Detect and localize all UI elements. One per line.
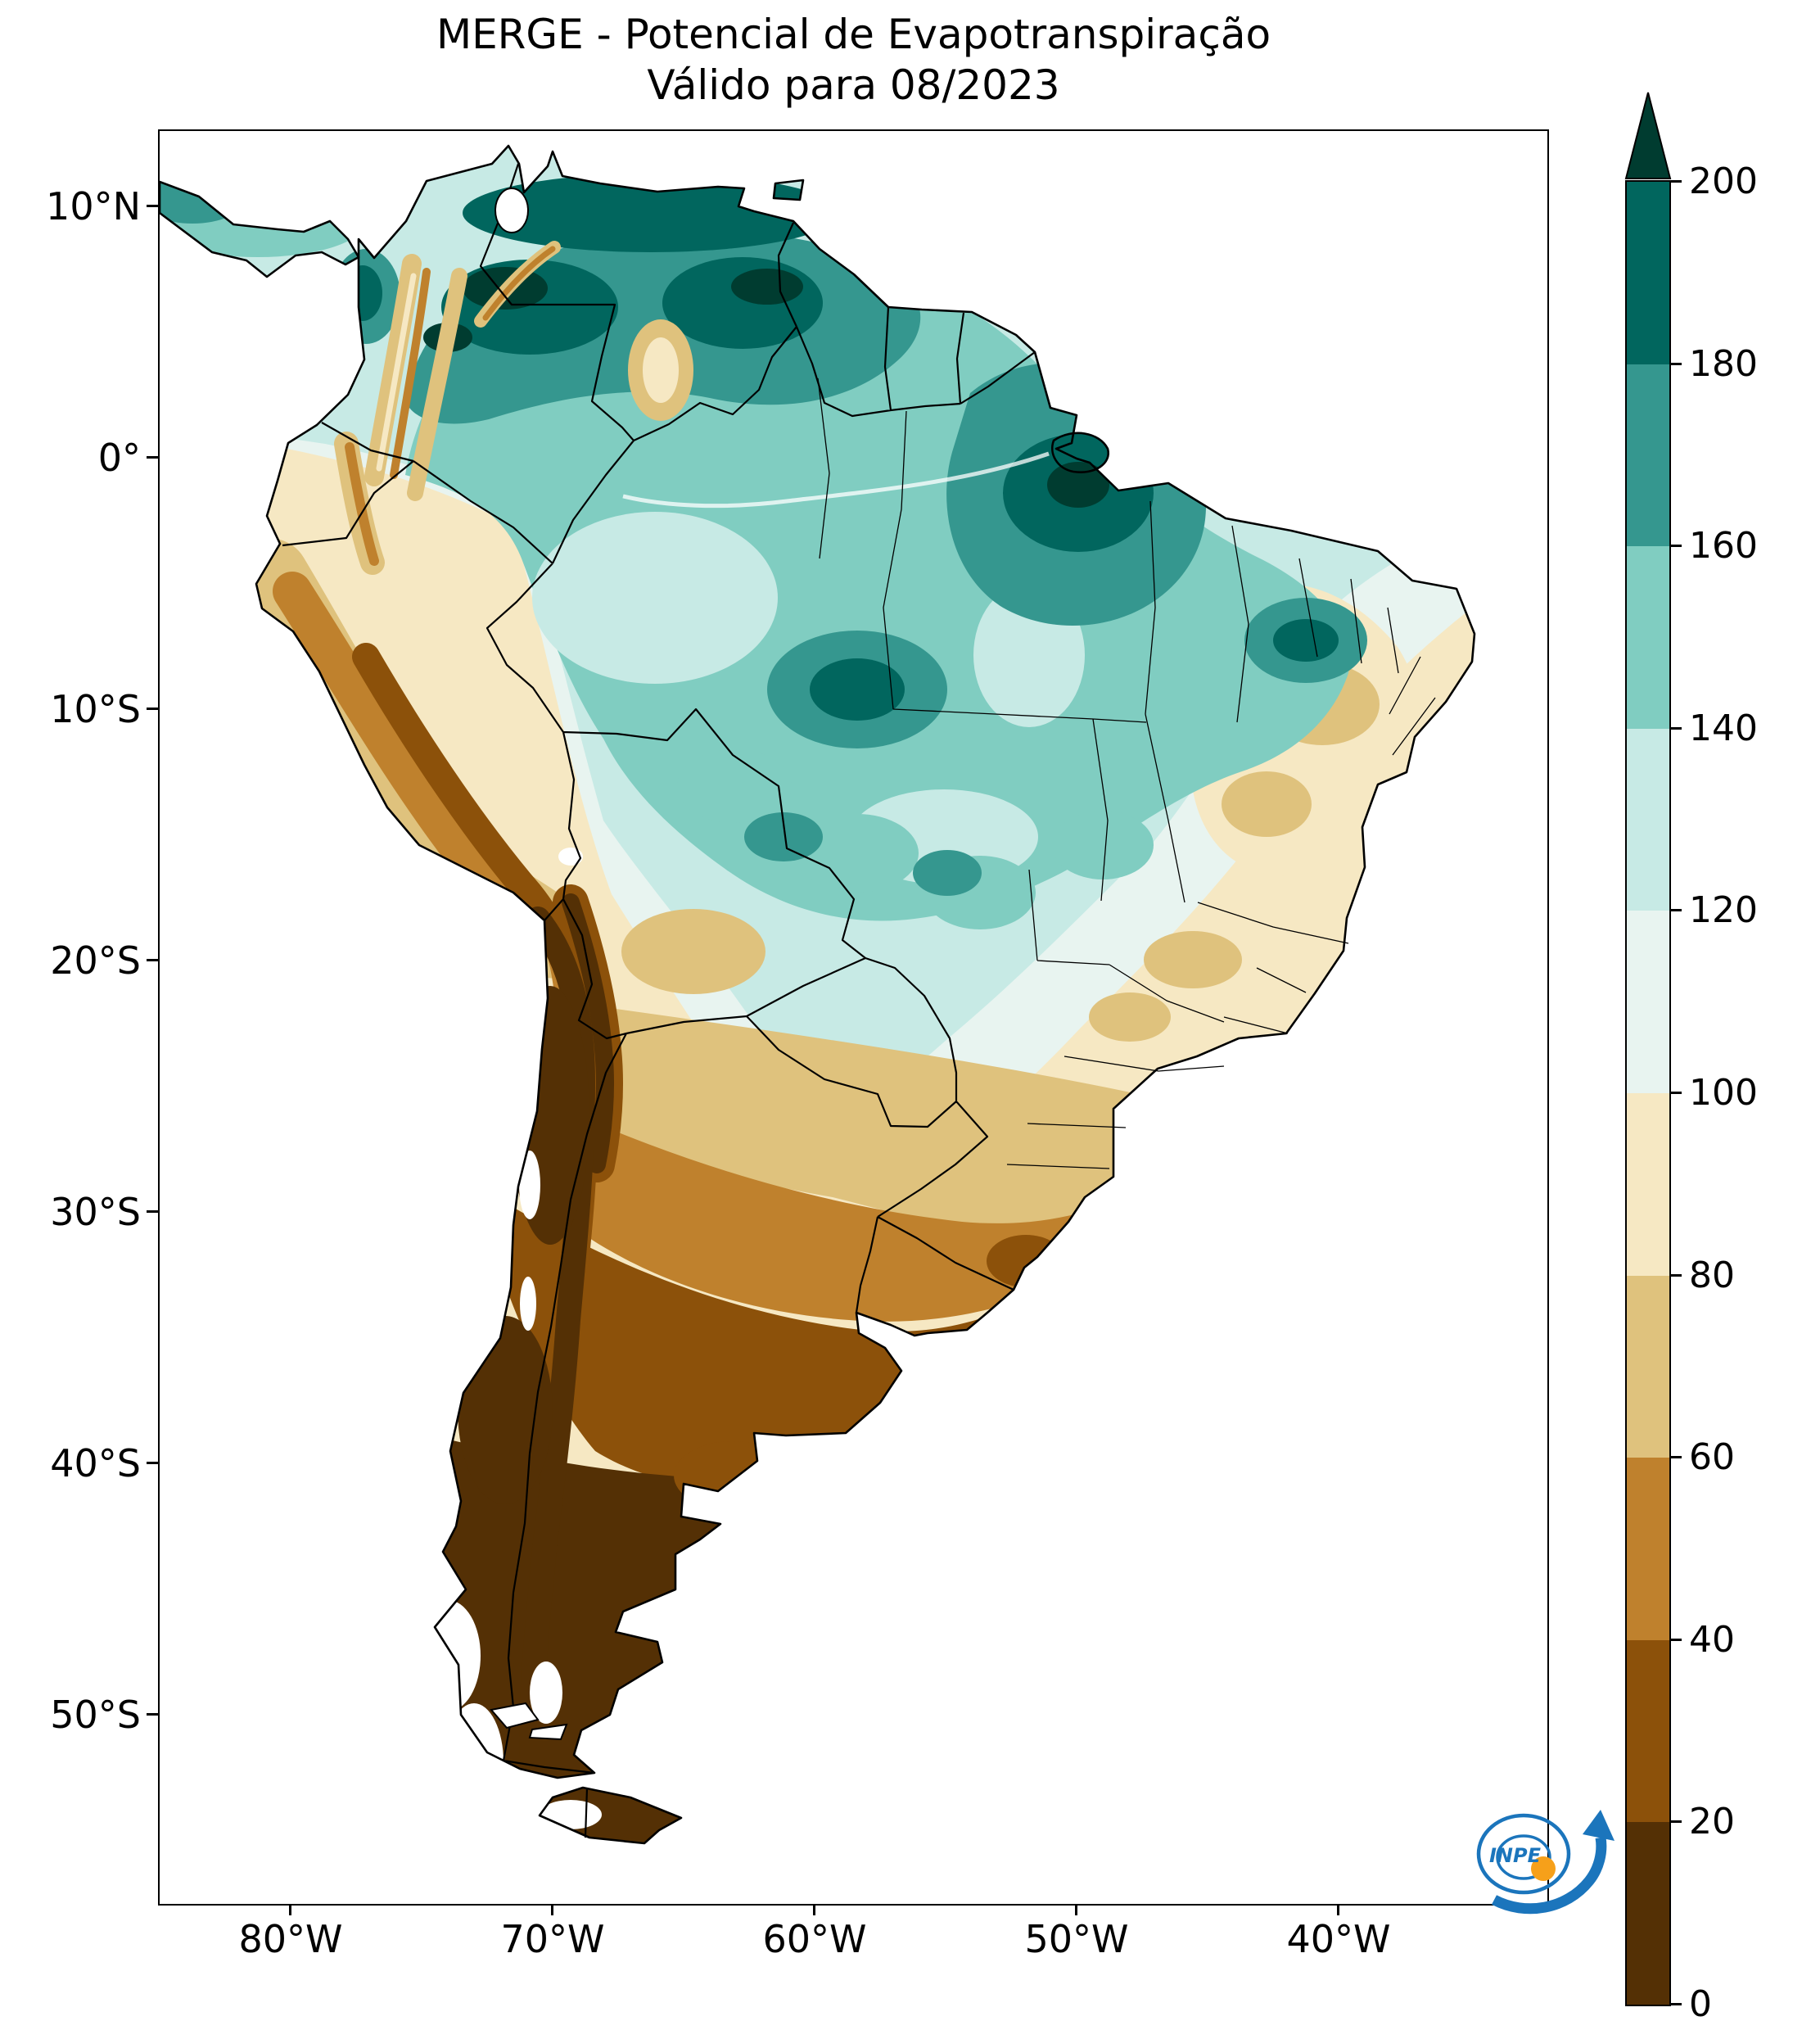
x-axis-tick-label: 40°W [1286, 1917, 1391, 1961]
colorbar-band [1627, 182, 1669, 364]
x-axis-tick-mark [551, 1904, 553, 1915]
brazil-state-borders [817, 378, 1436, 1169]
x-axis-tick-label: 70°W [500, 1917, 605, 1961]
y-axis-tick-mark [147, 1462, 158, 1464]
y-axis-tick-mark [147, 456, 158, 459]
colorbar-tick-mark [1671, 1273, 1682, 1277]
colorbar-band [1627, 1458, 1669, 1640]
colorbar-tick-label: 60 [1689, 1436, 1735, 1479]
colorbar-tick-label: 140 [1689, 707, 1758, 749]
colorbar-band [1627, 1275, 1669, 1458]
colorbar-tick-mark [1671, 362, 1682, 365]
colorbar-tick-label: 200 [1689, 161, 1758, 202]
x-axis-tick-label: 50°W [1024, 1917, 1129, 1961]
country-borders [282, 163, 1036, 1838]
figure-subtitle: Válido para 08/2023 [647, 61, 1060, 109]
x-axis-tick-label: 60°W [762, 1917, 867, 1961]
y-axis-tick-label: 10°N [46, 184, 141, 228]
y-axis-tick-label: 50°S [50, 1693, 141, 1737]
x-axis-tick-mark [289, 1904, 291, 1915]
plot-frame: INPE [158, 129, 1615, 1915]
colorbar-tick-mark [1671, 1092, 1682, 1094]
colorbar-band [1627, 546, 1669, 729]
inpe-logo: INPE [1452, 1787, 1615, 1918]
colorbar-tick-mark [1671, 545, 1682, 548]
colorbar-tick-mark [1671, 1820, 1682, 1824]
colorbar-tick-mark [1671, 2003, 1682, 2005]
y-axis-tick-label: 0° [97, 436, 141, 480]
inpe-globe-inner-ring [1496, 1834, 1551, 1880]
colorbar-tick-label: 0 [1689, 1983, 1712, 2025]
colorbar-tick-mark [1671, 726, 1682, 730]
colorbar-over-arrow-svg [1624, 92, 1672, 179]
y-axis-tick-mark [147, 205, 158, 207]
offshore-islands [490, 1702, 568, 1741]
colorbar-tick-label: 100 [1689, 1072, 1758, 1114]
colorbar-tick-label: 160 [1689, 525, 1758, 567]
inpe-arrow-head [1583, 1810, 1615, 1841]
colorbar-tick-mark [1671, 1456, 1682, 1459]
y-axis-tick-label: 20°S [50, 938, 141, 983]
x-axis-tick-mark [813, 1904, 815, 1915]
y-axis-tick-mark [147, 959, 158, 961]
south-america-evapotranspiration-map [160, 144, 1476, 1845]
colorbar-band [1627, 728, 1669, 911]
colorbar-tick-label: 40 [1689, 1618, 1735, 1661]
colorbar-tick-label: 180 [1689, 342, 1758, 385]
y-axis-tick-label: 40°S [50, 1441, 141, 1485]
colorbar-over-arrow [1624, 92, 1672, 179]
y-axis-tick-mark [147, 708, 158, 710]
inpe-logo-text: INPE [1489, 1844, 1542, 1867]
colorbar-tick-mark [1671, 1638, 1682, 1641]
inpe-arrow [1491, 1836, 1607, 1915]
amazon-river-line [622, 451, 1050, 509]
y-axis-tick-mark [147, 1210, 158, 1213]
colorbar-tick-label: 80 [1689, 1254, 1735, 1296]
x-axis-tick-mark [1075, 1904, 1077, 1915]
y-axis-tick-label: 10°S [50, 687, 141, 731]
colorbar-tick-mark [1671, 180, 1682, 183]
colorbar-tick-label: 120 [1689, 889, 1758, 932]
colorbar-band [1627, 1092, 1669, 1276]
colorbar-band [1627, 911, 1669, 1093]
inpe-globe-outer-ring [1476, 1813, 1571, 1895]
x-axis-tick-mark [1337, 1904, 1339, 1915]
figure-title: MERGE - Potencial de Evapotranspiração [436, 11, 1271, 58]
x-axis-tick-label: 80°W [238, 1917, 343, 1961]
colorbar-band [1627, 1822, 1669, 2005]
evapotranspiration-fill-regions [160, 146, 1475, 1843]
colorbar-tick-label: 20 [1689, 1801, 1735, 1843]
inpe-orange-dot [1531, 1856, 1556, 1881]
colorbar-band [1627, 1639, 1669, 1823]
lake-maracaibo [495, 188, 529, 233]
colorbar-tick-mark [1671, 909, 1682, 912]
colorbar-band [1627, 364, 1669, 547]
y-axis-tick-mark [147, 1713, 158, 1716]
y-axis-tick-label: 30°S [50, 1190, 141, 1234]
colorbar [1625, 180, 1671, 2006]
